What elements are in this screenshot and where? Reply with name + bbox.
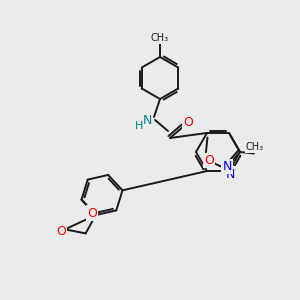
Text: O: O: [56, 225, 66, 238]
Text: O: O: [183, 116, 193, 130]
Text: N: N: [225, 168, 235, 181]
Text: CH₃: CH₃: [246, 142, 264, 152]
Text: O: O: [204, 154, 214, 167]
Text: N: N: [223, 160, 232, 173]
Text: N: N: [142, 115, 152, 128]
Text: H: H: [135, 121, 143, 131]
Text: O: O: [87, 207, 97, 220]
Text: CH₃: CH₃: [151, 33, 169, 43]
